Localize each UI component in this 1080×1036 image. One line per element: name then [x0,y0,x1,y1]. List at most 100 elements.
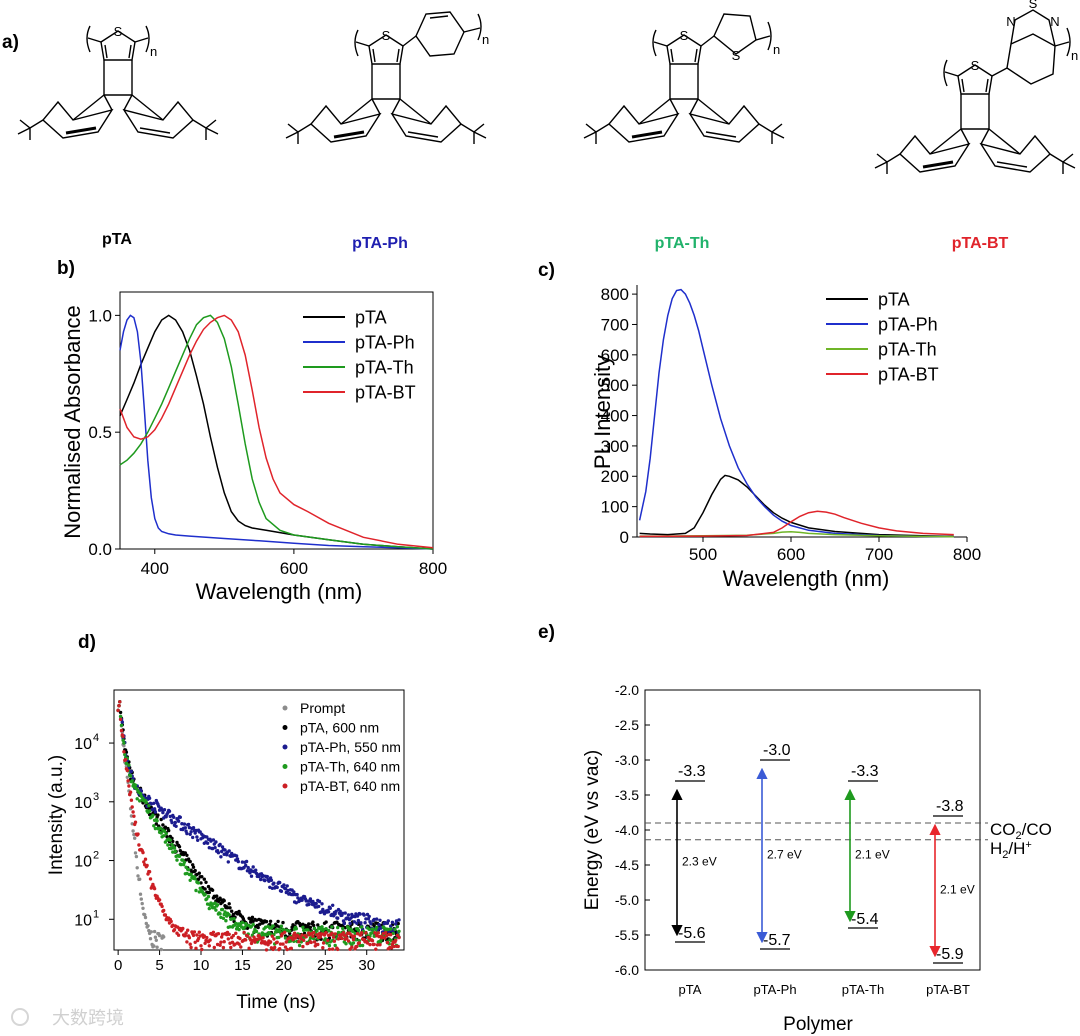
molecule-name-pta: pTA [102,231,132,248]
panel-e: e) -2.0 -2.5 -3.0 -3.5 -4.0 -4.5 -5.0 -5.5 -6.0 C… [538,622,1052,1035]
y-tick-label: -6.0 [615,962,639,978]
bond [340,98,373,125]
data-point [294,901,298,905]
data-point [391,931,395,936]
data-point [230,909,234,913]
bracket-left [86,25,91,53]
data-point [196,936,201,941]
data-point [306,928,310,932]
data-point [317,904,321,909]
data-point [397,918,401,922]
data-point [133,851,138,855]
data-point [130,779,134,783]
data-point [133,836,137,840]
data-point [175,840,179,845]
double-bond [372,48,376,63]
x-tick-label: 30 [358,957,375,974]
x-tick-label: 5 [155,957,163,974]
data-point [222,899,226,903]
data-point [182,860,187,864]
data-point [237,927,241,932]
tert-butyl-left [874,153,901,174]
bracket-left [652,29,657,57]
data-point [333,932,337,936]
data-point [302,928,306,932]
data-point [143,857,148,861]
data-point [350,945,354,949]
data-point [178,849,182,853]
y-tick-label: 600 [601,346,629,365]
data-point [283,945,288,949]
data-point [216,932,221,936]
data-point [206,894,211,899]
bond [391,98,401,115]
sulfur-atom: S [114,24,123,39]
bond [700,35,715,47]
data-point [255,937,259,942]
decay-y-axis-title: Intensity (a.u.) [46,755,67,875]
legend-label: pTA [355,307,387,327]
legend-label: pTA-BT [878,364,939,384]
data-point [336,947,340,952]
data-point [152,929,157,934]
data-point [263,878,267,883]
bond [991,67,1008,77]
data-point [307,922,311,926]
data-point [376,931,380,935]
benzene-left-bold-edge [922,160,954,169]
x-tick-label: 800 [419,559,447,578]
data-point [183,934,187,938]
data-point [240,920,245,925]
data-point [153,935,158,939]
bond [653,41,668,47]
data-point [338,909,342,913]
legend-label: pTA-Ph [878,314,938,334]
x-tick-label: 25 [317,957,334,974]
y-tick-label: 10 [74,795,92,812]
data-point [185,853,189,857]
data-point [297,940,301,944]
data-point [302,938,306,942]
panel-a-label: a) [2,32,19,53]
tert-butyl-left [17,119,44,140]
data-point [132,832,136,837]
lumo-label: -3.3 [851,763,879,780]
data-point [146,924,150,928]
y-tick-label: 10 [74,736,92,753]
data-point [348,921,352,926]
legend-label: pTA-Th [878,339,937,359]
data-point [127,763,131,767]
bracket-right [145,25,150,53]
data-point [395,925,400,929]
data-point [170,842,174,847]
repeat-unit-n: n [773,42,780,57]
data-point [194,946,198,950]
series-line-pta-ph [119,314,434,550]
nitrogen-atom: N [1050,14,1059,29]
data-point [300,933,304,937]
data-point [207,944,211,948]
data-point [227,913,231,917]
data-point [341,931,346,935]
y-tick-exponent: 2 [93,850,99,862]
absorbance-chart: 400 600 800 0.0 0.5 1.0 pTA pTA-Ph pTA-Th pTA-BT [88,291,447,578]
data-point [212,945,216,950]
x-tick-label: 500 [689,545,717,564]
data-point [158,826,163,830]
double-bond [694,48,698,63]
data-point [251,922,255,927]
bond [402,35,417,47]
data-point [344,942,348,946]
data-point [160,904,164,909]
data-point [231,933,235,938]
data-point [140,901,144,906]
data-point [344,934,348,938]
data-point [220,935,224,939]
pl-y-axis-title: PL Intensity [590,355,615,469]
data-point [119,723,124,727]
data-point [218,842,222,847]
data-point [171,839,175,844]
molecule-2: S S n [583,13,785,144]
data-point [397,935,401,940]
